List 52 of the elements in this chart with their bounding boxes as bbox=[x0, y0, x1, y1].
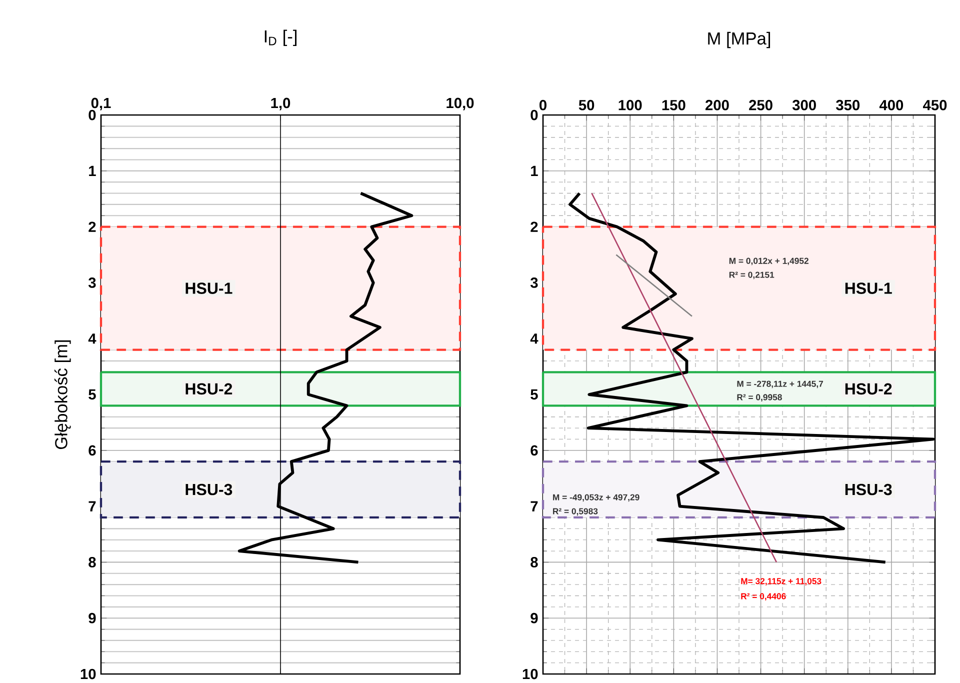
y-tick-label: 2 bbox=[530, 222, 538, 232]
x-tick-label: 350 bbox=[836, 100, 860, 110]
y-tick-label: 5 bbox=[88, 389, 96, 400]
x-tick-label: 1,0 bbox=[271, 98, 290, 110]
band-label: HSU-2 bbox=[186, 383, 232, 395]
x-tick-label: 400 bbox=[879, 100, 904, 110]
annotation: R² = 0,2151 bbox=[729, 272, 774, 280]
band-label: HSU-3 bbox=[186, 484, 232, 496]
y-tick-label: 8 bbox=[530, 557, 538, 568]
x-tick-label: 200 bbox=[705, 100, 729, 110]
x-tick-label: 50 bbox=[578, 100, 594, 110]
x-tick-label: 100 bbox=[618, 100, 642, 110]
y-tick-label: 0 bbox=[530, 110, 538, 120]
y-tick-label: 3 bbox=[530, 278, 538, 288]
y-tick-label: 1 bbox=[89, 166, 96, 176]
y-tick-label: 10 bbox=[522, 668, 538, 680]
y-tick-label: 0 bbox=[88, 110, 96, 120]
y-tick-label: 2 bbox=[88, 222, 96, 232]
y-tick-label: 5 bbox=[530, 389, 538, 400]
x-tick-label: 250 bbox=[749, 100, 772, 110]
y-tick-label: 9 bbox=[88, 612, 96, 624]
x-tick-label: 0 bbox=[540, 100, 546, 110]
y-tick-label: 6 bbox=[530, 445, 538, 456]
x-tick-label: 10,0 bbox=[446, 98, 474, 110]
y-tick-label: 3 bbox=[88, 278, 96, 288]
x-tick-label: 300 bbox=[792, 100, 816, 110]
annotation: R² = 0,4406 bbox=[741, 593, 786, 601]
x-tick-label: 450 bbox=[922, 100, 947, 110]
annotation: M = 0,012x + 1,4952 bbox=[729, 258, 808, 266]
y-tick-label: 7 bbox=[530, 501, 538, 512]
x-axis-title: I$_{D}$ [-] bbox=[264, 30, 296, 46]
annotation: M= 32,115z + 11,053 bbox=[741, 578, 822, 586]
y-tick-label: 10 bbox=[80, 668, 96, 680]
y-tick-label: 4 bbox=[88, 334, 96, 344]
band-label: HSU-3 bbox=[845, 484, 892, 496]
y-tick-label: 6 bbox=[88, 445, 96, 456]
x-tick-label: 0,1 bbox=[91, 98, 111, 110]
annotation: R² = 0,5983 bbox=[553, 508, 598, 516]
y-tick-label: 9 bbox=[530, 612, 538, 624]
x-axis-title: M [MPa] bbox=[708, 32, 770, 48]
y-tick-label: 7 bbox=[88, 501, 96, 512]
y-tick-label: 1 bbox=[531, 166, 538, 176]
annotation: M = -49,053z + 497,29 bbox=[553, 494, 640, 502]
band-label: HSU-2 bbox=[845, 383, 892, 395]
band-label: HSU-1 bbox=[845, 282, 892, 294]
annotation: R² = 0,9958 bbox=[737, 394, 782, 402]
annotation: M = -278,11z + 1445,7 bbox=[737, 380, 824, 388]
y-tick-label: 8 bbox=[88, 557, 96, 568]
band-label: HSU-1 bbox=[186, 282, 232, 294]
y-tick-label: 4 bbox=[530, 334, 538, 344]
x-tick-label: 150 bbox=[662, 100, 686, 110]
y-axis-title: Głębokość [m] bbox=[54, 340, 71, 450]
